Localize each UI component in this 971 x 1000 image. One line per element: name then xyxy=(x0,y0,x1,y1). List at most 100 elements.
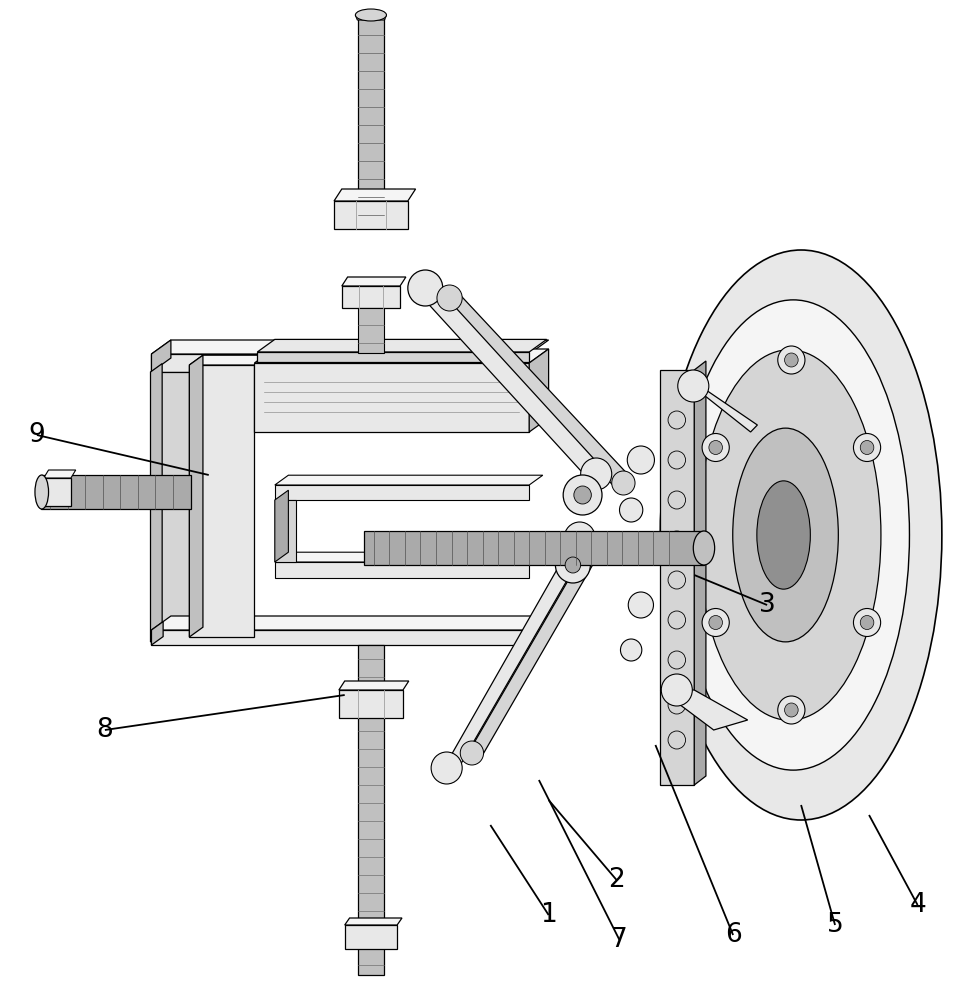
Text: 4: 4 xyxy=(909,892,926,918)
Circle shape xyxy=(668,531,686,549)
Polygon shape xyxy=(275,552,543,562)
Circle shape xyxy=(574,486,591,504)
Circle shape xyxy=(785,703,798,717)
Circle shape xyxy=(785,353,798,367)
Polygon shape xyxy=(416,285,606,477)
Circle shape xyxy=(668,611,686,629)
Polygon shape xyxy=(660,370,694,785)
Polygon shape xyxy=(464,532,612,760)
Circle shape xyxy=(668,491,686,509)
Polygon shape xyxy=(151,622,163,645)
Ellipse shape xyxy=(756,481,811,589)
Polygon shape xyxy=(151,364,162,642)
Polygon shape xyxy=(257,339,547,352)
Ellipse shape xyxy=(693,531,715,565)
Polygon shape xyxy=(44,470,76,478)
Polygon shape xyxy=(151,630,529,645)
Polygon shape xyxy=(358,308,384,353)
Circle shape xyxy=(860,616,874,630)
Text: 3: 3 xyxy=(758,592,776,618)
Polygon shape xyxy=(440,294,633,486)
Polygon shape xyxy=(529,349,549,432)
Circle shape xyxy=(408,270,443,306)
Polygon shape xyxy=(345,925,397,949)
Polygon shape xyxy=(355,15,386,20)
Polygon shape xyxy=(189,355,203,637)
Ellipse shape xyxy=(355,9,386,21)
Circle shape xyxy=(709,615,722,630)
Circle shape xyxy=(565,557,581,573)
Circle shape xyxy=(555,547,590,583)
Polygon shape xyxy=(151,616,549,630)
Circle shape xyxy=(661,674,692,706)
Circle shape xyxy=(778,696,805,724)
Polygon shape xyxy=(342,277,406,286)
Polygon shape xyxy=(358,15,384,225)
Circle shape xyxy=(620,639,642,661)
Ellipse shape xyxy=(733,428,838,642)
Circle shape xyxy=(678,370,709,402)
Polygon shape xyxy=(151,372,190,642)
Circle shape xyxy=(437,285,462,311)
Polygon shape xyxy=(358,645,384,975)
Polygon shape xyxy=(339,690,403,718)
Polygon shape xyxy=(151,340,549,354)
Polygon shape xyxy=(334,189,416,201)
Circle shape xyxy=(854,434,881,462)
Circle shape xyxy=(563,475,602,515)
Circle shape xyxy=(628,592,653,618)
Circle shape xyxy=(612,471,635,495)
Ellipse shape xyxy=(698,350,881,720)
Text: 6: 6 xyxy=(724,922,742,948)
Circle shape xyxy=(778,346,805,374)
Polygon shape xyxy=(44,478,71,506)
Polygon shape xyxy=(364,531,704,565)
Circle shape xyxy=(668,651,686,669)
Text: 8: 8 xyxy=(96,717,114,743)
Circle shape xyxy=(431,752,462,784)
Polygon shape xyxy=(254,363,529,432)
Polygon shape xyxy=(440,545,587,775)
Circle shape xyxy=(668,571,686,589)
Circle shape xyxy=(619,498,643,522)
Text: 1: 1 xyxy=(540,902,557,928)
Circle shape xyxy=(668,696,686,714)
Polygon shape xyxy=(257,352,529,362)
Circle shape xyxy=(668,451,686,469)
Circle shape xyxy=(668,411,686,429)
Text: 5: 5 xyxy=(826,912,844,938)
Circle shape xyxy=(702,608,729,637)
Text: 7: 7 xyxy=(611,927,628,953)
Polygon shape xyxy=(254,349,549,363)
Polygon shape xyxy=(275,490,288,562)
Polygon shape xyxy=(334,201,408,229)
Polygon shape xyxy=(660,690,748,730)
Polygon shape xyxy=(189,365,254,637)
Circle shape xyxy=(564,522,595,554)
Polygon shape xyxy=(345,918,402,925)
Circle shape xyxy=(860,440,874,454)
Ellipse shape xyxy=(677,300,910,770)
Circle shape xyxy=(668,731,686,749)
Circle shape xyxy=(460,741,484,765)
Polygon shape xyxy=(189,355,268,365)
Circle shape xyxy=(709,440,722,454)
Polygon shape xyxy=(151,340,171,372)
Polygon shape xyxy=(275,500,296,562)
Circle shape xyxy=(854,608,881,637)
Polygon shape xyxy=(275,475,543,485)
Ellipse shape xyxy=(35,475,49,509)
Polygon shape xyxy=(342,286,400,308)
Polygon shape xyxy=(687,382,757,432)
Circle shape xyxy=(627,446,654,474)
Polygon shape xyxy=(339,681,409,690)
Polygon shape xyxy=(41,475,191,509)
Text: 9: 9 xyxy=(28,422,46,448)
Text: 2: 2 xyxy=(608,867,625,893)
Polygon shape xyxy=(275,562,529,578)
Circle shape xyxy=(581,458,612,490)
Polygon shape xyxy=(694,361,706,785)
Polygon shape xyxy=(151,354,529,372)
Ellipse shape xyxy=(660,250,942,820)
Polygon shape xyxy=(275,485,529,500)
